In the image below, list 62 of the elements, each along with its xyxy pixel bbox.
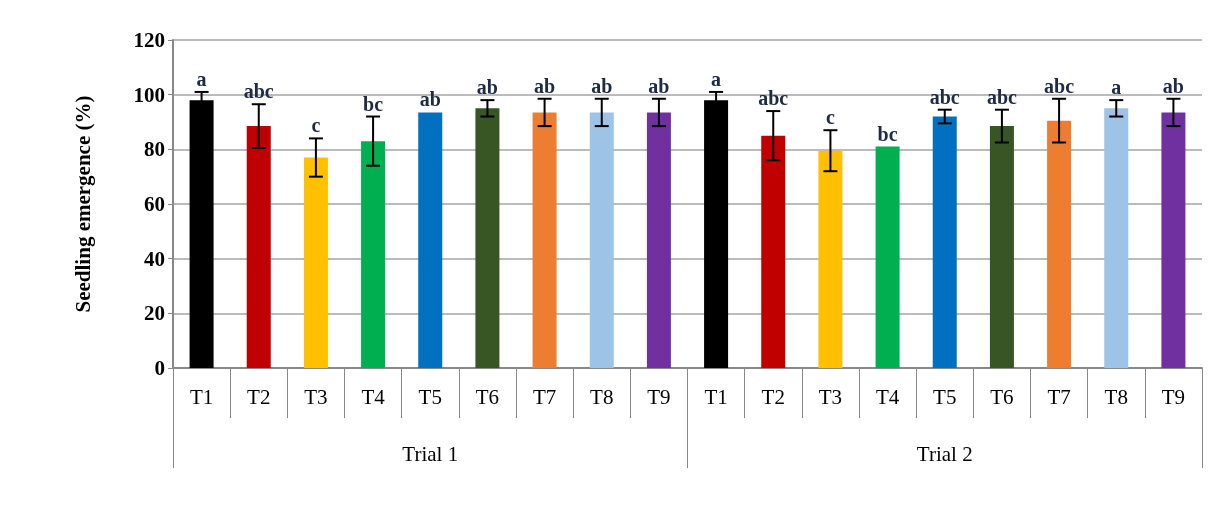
x-tick-label: T7 — [1047, 384, 1071, 409]
data-label: bc — [363, 92, 384, 115]
data-label: a — [196, 67, 207, 90]
x-tick-label: T7 — [532, 384, 557, 409]
data-label: ab — [591, 74, 613, 97]
x-tick-label: T8 — [1104, 384, 1128, 409]
bar — [589, 112, 614, 368]
y-tick-label: 0 — [154, 356, 165, 380]
x-tick-label: T9 — [647, 384, 671, 409]
x-tick-label: T3 — [304, 384, 328, 409]
x-tick-label: T4 — [361, 384, 386, 409]
x-tick-label: T6 — [475, 384, 500, 409]
data-label: ab — [1162, 74, 1184, 97]
bar — [246, 126, 271, 368]
x-tick-label: T2 — [247, 384, 271, 409]
x-tick-label: T5 — [418, 384, 442, 409]
x-tick-label: T8 — [590, 384, 614, 409]
bar — [303, 157, 328, 368]
y-tick-label: 100 — [133, 82, 165, 107]
bar — [475, 108, 500, 368]
y-tick-label: 80 — [144, 137, 165, 162]
data-label: abc — [1044, 74, 1075, 97]
y-tick-label: 20 — [144, 301, 165, 326]
bar — [761, 135, 786, 368]
y-axis-title: Seedling emergence (%) — [70, 95, 95, 313]
bar — [989, 126, 1014, 368]
data-label: a — [711, 67, 722, 90]
x-tick-label: T2 — [761, 384, 785, 409]
y-tick-label: 40 — [144, 246, 165, 271]
data-label: abc — [243, 80, 274, 103]
bar — [875, 146, 900, 368]
x-tick-label: T1 — [704, 384, 728, 409]
bar — [361, 141, 386, 368]
bar — [1161, 112, 1186, 368]
x-tick-label: T1 — [189, 384, 214, 409]
data-label: abc — [929, 85, 960, 108]
text: Trial 2 — [916, 441, 973, 466]
data-label: c — [311, 114, 321, 137]
bar — [818, 150, 843, 368]
data-label: ab — [419, 88, 441, 111]
bar — [418, 112, 443, 368]
bar — [532, 112, 557, 368]
bar — [1047, 120, 1072, 368]
data-label: a — [1111, 76, 1122, 99]
bar — [932, 116, 957, 368]
bar — [646, 112, 671, 368]
data-label: abc — [758, 87, 789, 110]
data-label: ab — [476, 76, 498, 99]
x-tick-label: T5 — [933, 384, 957, 409]
x-tick-label: T9 — [1161, 384, 1186, 409]
text: Trial 1 — [402, 441, 459, 466]
data-label: c — [825, 106, 835, 129]
data-label: bc — [877, 122, 898, 145]
y-tick-label: 120 — [133, 28, 165, 52]
bar — [1104, 108, 1129, 368]
data-label: ab — [534, 74, 556, 97]
x-tick-label: T3 — [818, 384, 843, 409]
data-label: abc — [986, 85, 1018, 108]
x-tick-label: T6 — [990, 384, 1014, 409]
data-label: ab — [648, 74, 670, 97]
y-tick-label: 60 — [144, 192, 165, 216]
x-tick-label: T4 — [875, 384, 900, 409]
